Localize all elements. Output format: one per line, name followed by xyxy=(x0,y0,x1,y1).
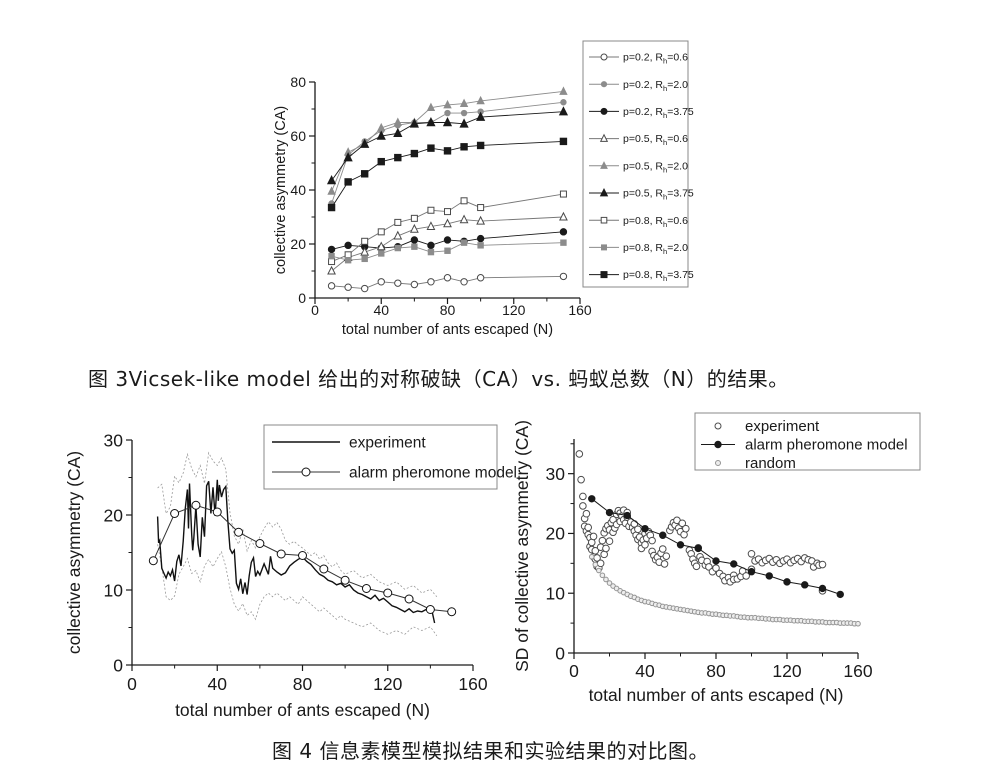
svg-text:0: 0 xyxy=(298,290,306,306)
x-axis-label: total number of ants escaped (N) xyxy=(342,322,553,338)
fig4-right-sd-chart: 0 40 80 120 160 0 10 20 30 total number of ants e… xyxy=(513,412,921,705)
svg-text:30: 30 xyxy=(546,464,566,484)
svg-text:40: 40 xyxy=(373,302,389,318)
svg-text:0: 0 xyxy=(555,643,565,663)
y-axis-label: collective asymmetry (CA) xyxy=(273,106,289,274)
legend-label: alarm pheromone model xyxy=(349,464,517,481)
svg-text:40: 40 xyxy=(635,661,655,681)
svg-text:40: 40 xyxy=(208,674,228,694)
x-axis-label: total number of ants escaped (N) xyxy=(589,685,844,705)
svg-text:80: 80 xyxy=(290,74,306,90)
svg-text:20: 20 xyxy=(104,505,124,525)
legend-label: p=0.5, Rh=2.0 xyxy=(623,160,688,174)
svg-text:0: 0 xyxy=(127,674,137,694)
y-axis-label: collective asymmetry (CA) xyxy=(64,451,84,654)
svg-text:0: 0 xyxy=(311,302,319,318)
legend-label: p=0.5, Rh=0.6 xyxy=(623,133,688,147)
legend-label: experiment xyxy=(349,434,426,451)
fig3-caption: 图 3Vicsek-like model 给出的对称破缺（CA）vs. 蚂蚁总数… xyxy=(88,367,789,391)
svg-text:0: 0 xyxy=(569,661,579,681)
legend-label: experiment xyxy=(745,418,820,435)
fig3-vicsek-model-chart: 0 40 80 120 160 0 20 40 60 80 total number of ants… xyxy=(273,40,694,338)
legend-label: random xyxy=(745,455,796,472)
legend-label: alarm pheromone model xyxy=(745,437,908,454)
legend-label: p=0.8, Rh=2.0 xyxy=(623,242,688,256)
legend-label: p=0.5, Rh=3.75 xyxy=(623,188,694,202)
svg-text:160: 160 xyxy=(843,661,872,681)
legend-label: p=0.8, Rh=0.6 xyxy=(623,215,688,229)
x-axis-label: total number of ants escaped (N) xyxy=(175,700,430,720)
legend-label: p=0.8, Rh=3.75 xyxy=(623,269,694,283)
svg-text:80: 80 xyxy=(293,674,313,694)
svg-text:120: 120 xyxy=(502,302,526,318)
y-axis-label: SD of collective asymmetry (CA) xyxy=(513,420,532,672)
svg-text:10: 10 xyxy=(546,584,566,604)
svg-text:20: 20 xyxy=(290,236,306,252)
fig4-caption: 图 4 信息素模型模拟结果和实验结果的对比图。 xyxy=(272,739,709,763)
svg-text:160: 160 xyxy=(568,302,592,318)
svg-text:20: 20 xyxy=(546,524,566,544)
svg-text:80: 80 xyxy=(706,661,726,681)
svg-text:40: 40 xyxy=(290,182,306,198)
legend-label: p=0.2, Rh=2.0 xyxy=(623,79,688,93)
svg-text:120: 120 xyxy=(373,674,402,694)
svg-text:80: 80 xyxy=(440,302,456,318)
fig4-left-ca-chart: 0 40 80 120 160 0 10 20 30 total number of ants e… xyxy=(64,424,517,720)
legend-label: p=0.2, Rh=0.6 xyxy=(623,52,688,66)
svg-text:60: 60 xyxy=(290,128,306,144)
svg-text:120: 120 xyxy=(772,661,801,681)
svg-text:10: 10 xyxy=(104,580,124,600)
legend-label: p=0.2, Rh=3.75 xyxy=(623,106,694,120)
svg-text:160: 160 xyxy=(458,674,487,694)
svg-text:30: 30 xyxy=(104,430,124,450)
svg-text:0: 0 xyxy=(113,655,123,675)
